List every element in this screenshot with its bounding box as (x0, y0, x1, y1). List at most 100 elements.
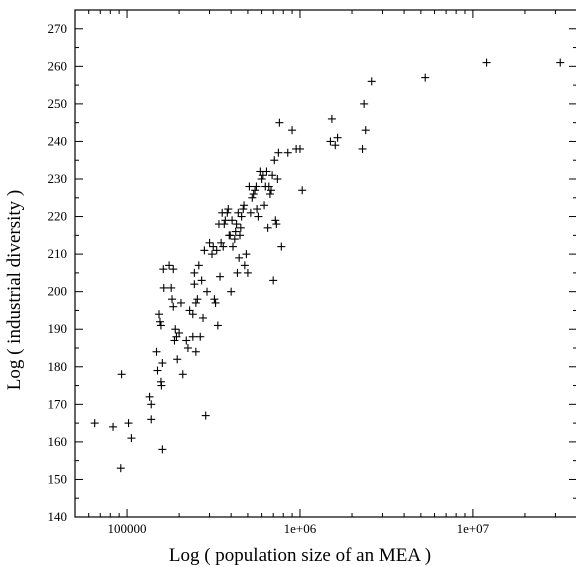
data-point (199, 313, 208, 322)
data-point (258, 171, 267, 180)
data-point (243, 268, 252, 277)
y-tick-label: 160 (48, 434, 68, 449)
data-point (260, 201, 269, 210)
data-point (147, 415, 156, 424)
data-point (333, 133, 342, 142)
data-point (158, 445, 167, 454)
data-point (229, 242, 238, 251)
data-point (191, 347, 200, 356)
data-point (231, 227, 240, 236)
data-point (272, 220, 281, 229)
y-axis-ticks: 140 150 160 170 180 190 200 210 220 230 240 250 260 2… (48, 9, 576, 524)
data-point (245, 182, 254, 191)
y-tick-label: 250 (48, 96, 68, 111)
data-point (194, 261, 203, 270)
data-point (252, 182, 261, 191)
data-point (205, 238, 214, 247)
data-point (223, 208, 232, 217)
data-point (109, 422, 118, 431)
data-point (200, 246, 209, 255)
data-point (298, 186, 307, 195)
data-point (171, 325, 180, 334)
data-point (158, 359, 167, 368)
y-tick-label: 140 (48, 509, 68, 524)
data-point (264, 182, 273, 191)
data-point (327, 114, 336, 123)
data-point (248, 193, 257, 202)
data-point (251, 186, 260, 195)
data-point (169, 265, 178, 274)
data-point (152, 347, 161, 356)
data-point (288, 126, 297, 135)
data-point (269, 276, 278, 285)
data-point (249, 190, 258, 199)
data-point (242, 250, 251, 259)
data-point (262, 167, 271, 176)
x-axis-ticks: 100000 1e+06 1e+07 (74, 10, 556, 536)
data-point (168, 295, 177, 304)
data-point (271, 216, 280, 225)
data-point (165, 261, 174, 270)
data-point (147, 400, 156, 409)
data-point (360, 99, 369, 108)
data-point (482, 58, 491, 67)
data-point (178, 370, 187, 379)
data-point (176, 298, 185, 307)
data-point (124, 419, 133, 428)
x-tick-label: 100000 (108, 521, 147, 536)
data-point (157, 381, 166, 390)
data-point (190, 280, 199, 289)
data-point (90, 419, 99, 428)
data-point (173, 355, 182, 364)
data-point (237, 212, 246, 221)
y-tick-label: 190 (48, 321, 68, 336)
data-point (274, 148, 283, 157)
data-point (240, 261, 249, 270)
data-point (224, 205, 233, 214)
data-point (239, 205, 248, 214)
data-point (183, 344, 192, 352)
data-point (226, 231, 235, 240)
plot-frame (74, 9, 576, 518)
data-point (175, 328, 184, 337)
data-point (236, 223, 245, 232)
data-point (212, 246, 221, 255)
x-tick-label: 1e+07 (457, 521, 490, 536)
data-point (268, 171, 277, 180)
data-point (159, 265, 168, 274)
y-tick-label: 150 (48, 471, 68, 486)
data-point (219, 242, 228, 251)
data-point (191, 298, 200, 307)
data-point (240, 201, 249, 210)
y-tick-label: 260 (48, 58, 68, 73)
y-tick-label: 200 (48, 284, 68, 299)
data-point (361, 126, 370, 135)
data-point (116, 464, 125, 473)
data-point (233, 268, 242, 277)
y-tick-label: 170 (48, 396, 68, 411)
data-point (153, 366, 162, 375)
data-point (283, 148, 292, 157)
data-point (253, 205, 262, 214)
data-point (326, 137, 335, 146)
x-axis-title: Log ( population size of an MEA ) (169, 545, 431, 566)
data-point (213, 321, 222, 330)
data-point (358, 144, 367, 153)
data-point (154, 310, 163, 319)
data-point (145, 392, 154, 401)
y-tick-label: 270 (48, 21, 68, 36)
data-point (257, 175, 266, 183)
data-point (188, 332, 197, 341)
y-tick-label: 210 (48, 246, 68, 261)
data-point (234, 208, 243, 217)
data-point (208, 250, 217, 259)
data-point (201, 411, 210, 420)
data-point (277, 242, 286, 251)
data-point (273, 175, 282, 183)
data-point (190, 268, 199, 277)
data-point (220, 220, 229, 229)
data-point (156, 321, 165, 330)
x-tick-label: 1e+06 (284, 521, 317, 536)
data-point (197, 276, 206, 285)
